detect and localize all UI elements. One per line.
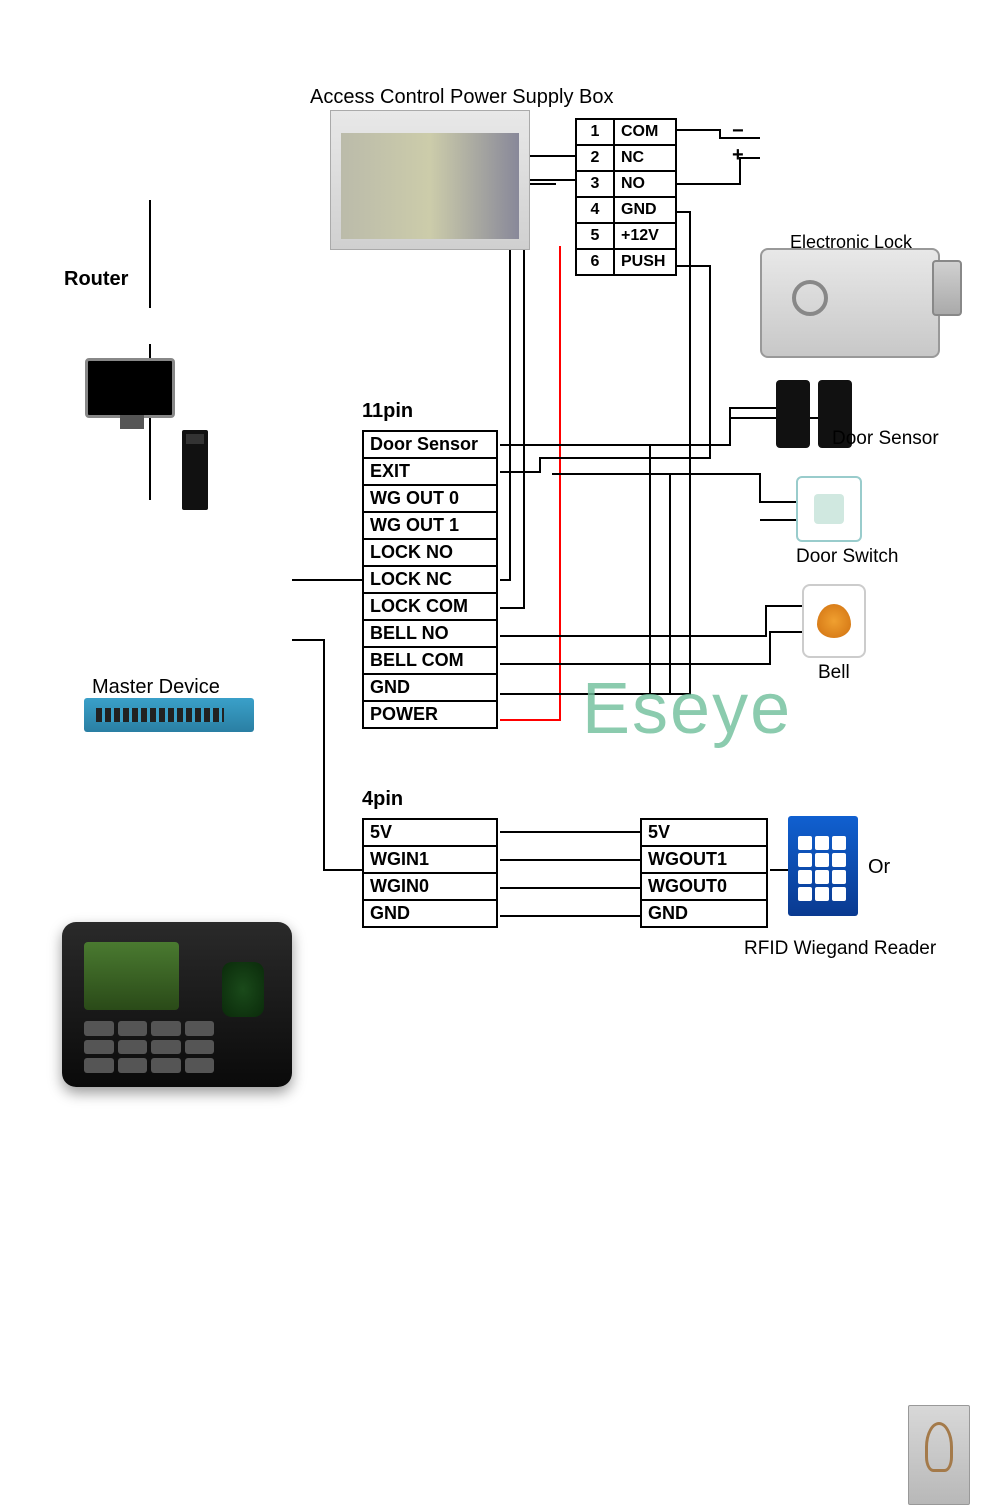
pin6-label: NO [614, 171, 676, 197]
pin11-label: LOCK NO [363, 539, 497, 566]
door-switch-label: Door Switch [796, 546, 898, 568]
door-sensor-a [776, 380, 810, 448]
pin4-header: 4pin [362, 788, 403, 811]
rfid-or-label: Or [868, 856, 890, 879]
pin6-label: GND [614, 197, 676, 223]
pin6-num: 6 [576, 249, 614, 275]
rfid-keypad-reader [788, 816, 858, 916]
pin4-right-label: 5V [641, 819, 767, 846]
pin6-num: 5 [576, 223, 614, 249]
bell-label: Bell [818, 662, 850, 684]
pin6-label: PUSH [614, 249, 676, 275]
pin4-right-label: WGOUT1 [641, 846, 767, 873]
pin11-label: BELL NO [363, 620, 497, 647]
watermark-text: Eseye [582, 668, 792, 750]
pin11-label: EXIT [363, 458, 497, 485]
pin4-left-label: GND [363, 900, 497, 927]
pin11-header: 11pin [362, 400, 413, 423]
terminal-4pin-right: 5VWGOUT1WGOUT0GND [640, 818, 768, 928]
terminal-6pin: 1COM2NC3NO4GND5+12V6PUSH [575, 118, 677, 276]
rfid-card-reader [908, 1405, 970, 1505]
pin11-label: POWER [363, 701, 497, 728]
terminal-11pin: Door SensorEXITWG OUT 0WG OUT 1LOCK NOLO… [362, 430, 498, 729]
psu-box [330, 110, 530, 250]
electronic-lock [760, 248, 940, 358]
pin6-label: NC [614, 145, 676, 171]
pin4-right-label: WGOUT0 [641, 873, 767, 900]
computer-tower [182, 430, 208, 510]
pin11-label: LOCK NC [363, 566, 497, 593]
master-device-label: Master Device [92, 676, 220, 699]
pin6-num: 1 [576, 119, 614, 145]
lock-polarity-plus: + [732, 144, 744, 167]
terminal-4pin-left: 5VWGIN1WGIN0GND [362, 818, 498, 928]
pin4-left-label: WGIN0 [363, 873, 497, 900]
psu-title: Access Control Power Supply Box [310, 86, 613, 109]
pin6-num: 4 [576, 197, 614, 223]
router-box [84, 698, 254, 732]
computer-monitor [85, 358, 175, 418]
pin4-left-label: WGIN1 [363, 846, 497, 873]
pin6-label: COM [614, 119, 676, 145]
pin4-right-label: GND [641, 900, 767, 927]
rfid-label: RFID Wiegand Reader [744, 938, 936, 960]
pin11-label: LOCK COM [363, 593, 497, 620]
pin11-label: BELL COM [363, 647, 497, 674]
door-switch [796, 476, 862, 542]
pin6-label: +12V [614, 223, 676, 249]
pin11-label: Door Sensor [363, 431, 497, 458]
master-device [62, 922, 292, 1087]
pin4-left-label: 5V [363, 819, 497, 846]
pin11-label: WG OUT 1 [363, 512, 497, 539]
bell [802, 584, 866, 658]
pin6-num: 3 [576, 171, 614, 197]
door-sensor-label: Door Sensor [832, 428, 939, 450]
electronic-lock-label: Electronic Lock [790, 232, 912, 253]
pin11-label: GND [363, 674, 497, 701]
pin6-num: 2 [576, 145, 614, 171]
pin11-label: WG OUT 0 [363, 485, 497, 512]
lock-polarity-minus: − [732, 120, 744, 143]
router-label: Router [64, 268, 128, 291]
